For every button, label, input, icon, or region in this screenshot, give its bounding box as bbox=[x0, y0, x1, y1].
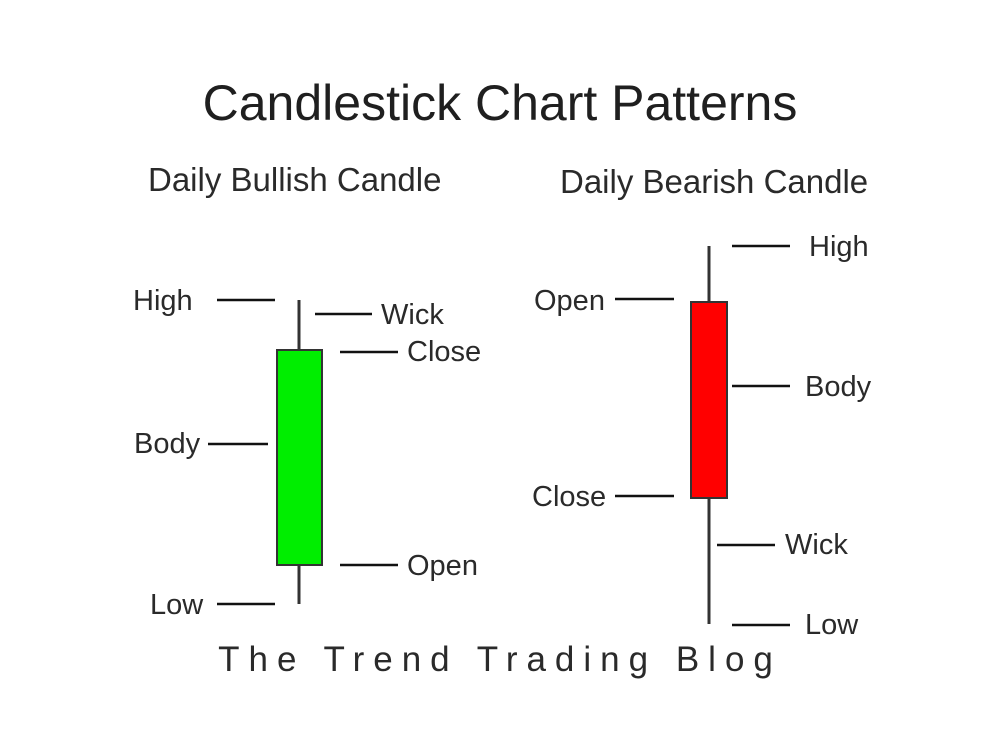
bearish-body-label: Body bbox=[805, 371, 872, 403]
bearish-heading: Daily Bearish Candle bbox=[560, 163, 869, 200]
bearish-candle bbox=[690, 246, 728, 624]
bearish-high-label: High bbox=[809, 231, 869, 263]
bullish-wick-label: Wick bbox=[381, 299, 444, 331]
bearish-close-label: Close bbox=[532, 481, 607, 513]
footer-blog-name: The Trend Trading Blog bbox=[218, 640, 782, 679]
bullish-body bbox=[276, 349, 323, 566]
bearish-body bbox=[690, 301, 728, 499]
bullish-open-label: Open bbox=[407, 550, 478, 582]
bullish-candle bbox=[276, 300, 323, 604]
bullish-close-label: Close bbox=[407, 336, 482, 368]
bullish-heading: Daily Bullish Candle bbox=[148, 161, 442, 198]
bullish-high-label: High bbox=[133, 285, 193, 317]
bullish-body-label: Body bbox=[134, 428, 201, 460]
page-title: Candlestick Chart Patterns bbox=[202, 75, 798, 131]
bearish-low-label: Low bbox=[805, 609, 859, 641]
bearish-wick-label: Wick bbox=[785, 529, 848, 561]
bullish-low-label: Low bbox=[150, 589, 204, 621]
bearish-open-label: Open bbox=[534, 285, 605, 317]
